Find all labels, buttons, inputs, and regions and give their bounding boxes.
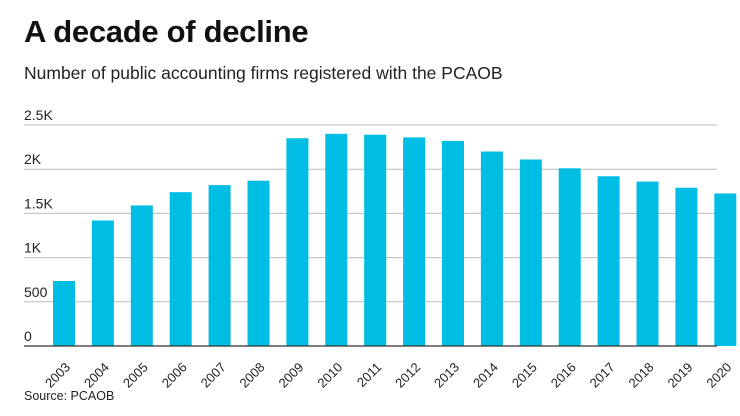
- bar-2006: [169, 192, 192, 346]
- y-tick-label: 500: [24, 284, 48, 300]
- x-tick-label: 2016: [548, 360, 579, 391]
- bar-2011: [364, 134, 387, 346]
- x-tick-label: 2018: [626, 360, 657, 391]
- x-tick-label: 2014: [470, 360, 501, 391]
- x-tick-label: 2017: [587, 360, 618, 391]
- bar-2004: [91, 220, 114, 346]
- y-tick-label: 1.5K: [24, 195, 53, 211]
- x-axis-ticks: 2003 2004 2005 2006 2007 2008 2009 2010 2011 2012…: [42, 360, 734, 391]
- y-tick-label: 2K: [24, 151, 42, 167]
- y-tick-label: 1K: [24, 240, 42, 256]
- bar-2007: [208, 185, 231, 346]
- bars: [53, 133, 737, 346]
- x-tick-label: 2012: [392, 360, 423, 391]
- bar-2016: [558, 168, 581, 346]
- bar-2012: [403, 137, 426, 346]
- bar-2018: [636, 181, 659, 346]
- x-tick-label: 2008: [237, 360, 268, 391]
- x-tick-label: 2015: [509, 360, 540, 391]
- y-tick-label: 0: [24, 328, 32, 344]
- y-axis-ticks: 0 500 1K 1.5K 2K 2.5K: [24, 107, 53, 344]
- bar-2009: [286, 138, 309, 346]
- bar-2013: [442, 140, 464, 346]
- x-tick-label: 2007: [198, 360, 229, 391]
- chart-subtitle: Number of public accounting firms regist…: [24, 63, 503, 83]
- y-tick-label: 2.5K: [24, 107, 53, 123]
- chart-title: A decade of decline: [24, 14, 309, 49]
- source-note: Source: PCAOB: [24, 389, 115, 403]
- bar-2010: [325, 133, 348, 346]
- x-tick-label: 2011: [354, 360, 384, 390]
- x-tick-label: 2009: [275, 360, 306, 391]
- x-tick-label: 2004: [81, 360, 112, 391]
- x-tick-label: 2005: [120, 360, 151, 391]
- x-tick-label: 2003: [42, 360, 73, 391]
- bar-2017: [597, 176, 620, 346]
- bar-2020: [714, 193, 737, 346]
- bar-2003: [53, 281, 75, 346]
- bar-2008: [247, 180, 270, 346]
- bar-2014: [480, 151, 503, 346]
- bar-2019: [675, 187, 698, 346]
- x-tick-label: 2013: [431, 360, 462, 391]
- x-tick-label: 2010: [314, 360, 345, 391]
- x-tick-label: 2019: [664, 360, 695, 391]
- x-tick-label: 2006: [159, 360, 190, 391]
- x-tick-label: 2020: [703, 360, 734, 391]
- bar-2005: [130, 205, 153, 346]
- bar-2015: [519, 159, 542, 346]
